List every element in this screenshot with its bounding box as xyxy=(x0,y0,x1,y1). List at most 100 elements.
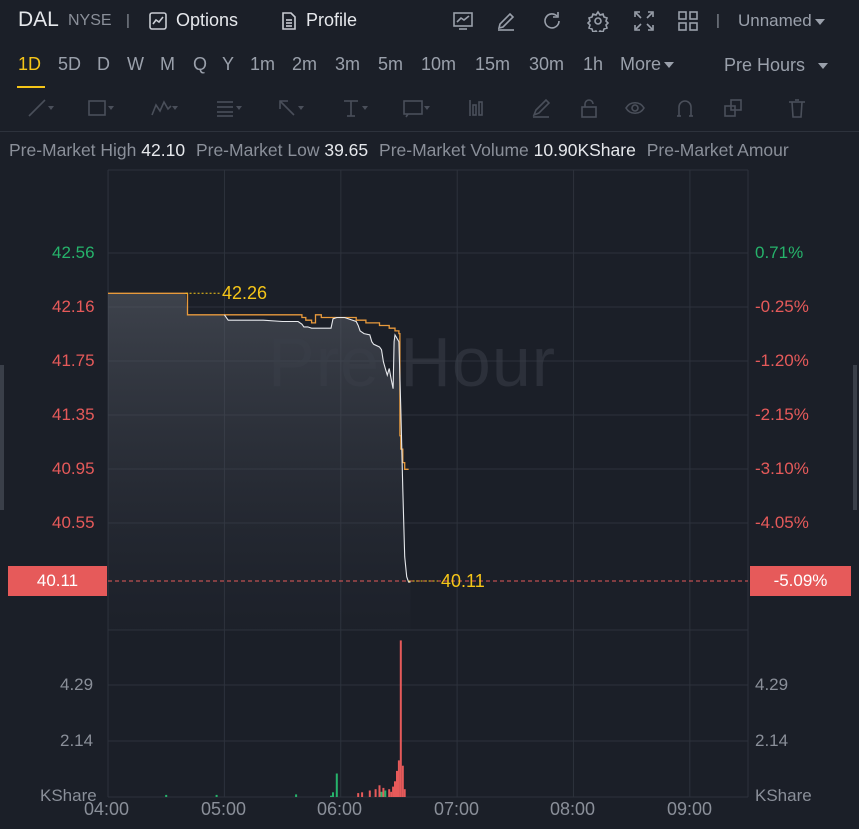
price-tick-left: 41.35 xyxy=(52,405,95,424)
trash-icon[interactable] xyxy=(782,94,812,122)
options-label: Options xyxy=(176,10,239,30)
time-tick: 09:00 xyxy=(667,799,713,819)
volume-bar xyxy=(388,789,391,797)
profile-icon xyxy=(282,11,296,30)
time-tick: 08:00 xyxy=(550,799,596,819)
profile-label: Profile xyxy=(306,10,358,30)
tf-5m[interactable]: 5m xyxy=(378,54,404,74)
tf-1d[interactable]: 1D xyxy=(18,54,42,74)
top-bar: DAL NYSE | Options Profile | Unnamed xyxy=(0,0,859,43)
volume-bar xyxy=(392,786,395,797)
edit-icon[interactable] xyxy=(494,9,518,33)
tf-y[interactable]: Y xyxy=(222,54,235,74)
divider: | xyxy=(716,12,720,29)
session-selector[interactable]: Pre Hours xyxy=(724,55,829,76)
chevron-down-icon xyxy=(818,63,829,70)
brush-icon[interactable] xyxy=(526,94,556,122)
active-timeframe-indicator xyxy=(17,86,45,88)
premarket-stats: Pre-Market High 42.10 Pre-Market Low 39.… xyxy=(9,140,852,161)
volume-bar xyxy=(401,765,404,797)
percent-tick-right: 0.71% xyxy=(755,243,804,262)
arrow-tool-icon[interactable] xyxy=(272,94,304,122)
volume-bar xyxy=(378,785,381,797)
volume-bar xyxy=(330,795,332,797)
premarket-low-value: 39.65 xyxy=(324,140,369,160)
volume-bar xyxy=(397,760,400,797)
options-icon xyxy=(149,11,167,30)
price-area xyxy=(108,293,411,630)
left-panel-handle[interactable] xyxy=(0,365,4,510)
volume-bar xyxy=(335,773,338,797)
tf-10m[interactable]: 10m xyxy=(421,54,457,74)
tf-m[interactable]: M xyxy=(160,54,175,74)
time-tick: 07:00 xyxy=(434,799,480,819)
symbol-label[interactable]: DAL xyxy=(18,8,59,31)
tf-q[interactable]: Q xyxy=(193,54,208,74)
price-tick-left: 42.56 xyxy=(52,243,95,262)
volume-bar xyxy=(295,794,298,797)
tf-3m[interactable]: 3m xyxy=(335,54,361,74)
right-panel-handle[interactable] xyxy=(853,365,857,510)
eye-icon[interactable] xyxy=(620,94,650,122)
percent-tick-right: -2.15% xyxy=(755,405,809,424)
measure-tool-icon[interactable] xyxy=(462,94,492,122)
volume-bar xyxy=(357,793,360,797)
percent-tick-right: -4.05% xyxy=(755,513,809,532)
price-tick-left: 41.75 xyxy=(52,351,95,370)
text-tool-icon[interactable] xyxy=(336,94,368,122)
chart-icon[interactable] xyxy=(451,9,475,33)
time-tick: 04:00 xyxy=(84,799,130,819)
tf-d[interactable]: D xyxy=(97,54,110,74)
average-line xyxy=(223,314,411,583)
tf-w[interactable]: W xyxy=(127,54,144,74)
volume-unit-right: KShare xyxy=(755,786,812,805)
more-label: More xyxy=(620,54,662,74)
options-button[interactable]: Options xyxy=(148,10,238,31)
line-tool-icon[interactable] xyxy=(22,94,54,122)
refresh-icon[interactable] xyxy=(540,9,564,33)
volume-tick-right: 4.29 xyxy=(755,675,789,694)
lock-icon[interactable] xyxy=(574,94,604,122)
session-label: Pre Hours xyxy=(724,55,806,75)
drawing-toolbar xyxy=(0,94,859,124)
settings-icon[interactable] xyxy=(586,9,610,33)
grid-icon[interactable] xyxy=(676,9,700,33)
prev-close-marker: 42.26 xyxy=(222,283,268,303)
tf-more-button[interactable]: More xyxy=(620,54,675,75)
volume-bar xyxy=(374,789,377,797)
layout-selector[interactable]: Unnamed xyxy=(738,11,825,31)
tf-2m[interactable]: 2m xyxy=(292,54,318,74)
tf-5d[interactable]: 5D xyxy=(58,54,82,74)
pattern-tool-icon[interactable] xyxy=(146,94,178,122)
current-price-badge: 40.11 xyxy=(8,566,107,596)
chevron-down-icon xyxy=(814,18,825,25)
volume-bar xyxy=(390,791,393,797)
volume-bar xyxy=(384,790,387,797)
fib-tool-icon[interactable] xyxy=(210,94,242,122)
tf-15m[interactable]: 15m xyxy=(475,54,511,74)
volume-unit-left: KShare xyxy=(40,786,97,805)
current-change-badge: -5.09% xyxy=(750,566,851,596)
watermark: Pre Hour xyxy=(268,323,557,401)
divider xyxy=(0,131,859,132)
tf-30m[interactable]: 30m xyxy=(529,54,565,74)
time-tick: 05:00 xyxy=(201,799,247,819)
percent-tick-right: -1.20% xyxy=(755,351,809,370)
tf-1m[interactable]: 1m xyxy=(250,54,276,74)
fullscreen-icon[interactable] xyxy=(632,9,656,33)
price-tick-left: 42.16 xyxy=(52,297,95,316)
volume-bar xyxy=(382,787,385,797)
profile-button[interactable]: Profile xyxy=(280,10,357,31)
rectangle-tool-icon[interactable] xyxy=(82,94,114,122)
magnet-icon[interactable] xyxy=(670,94,700,122)
note-tool-icon[interactable] xyxy=(398,94,430,122)
tf-1h[interactable]: 1h xyxy=(583,54,604,74)
percent-tick-right: -0.25% xyxy=(755,297,809,316)
volume-bar xyxy=(403,789,406,797)
layers-icon[interactable] xyxy=(718,94,748,122)
layout-name-label: Unnamed xyxy=(738,11,812,30)
percent-tick-right: -3.10% xyxy=(755,459,809,478)
premarket-amount-label: Pre-Market Amour xyxy=(646,140,789,160)
volume-bar xyxy=(380,791,383,797)
